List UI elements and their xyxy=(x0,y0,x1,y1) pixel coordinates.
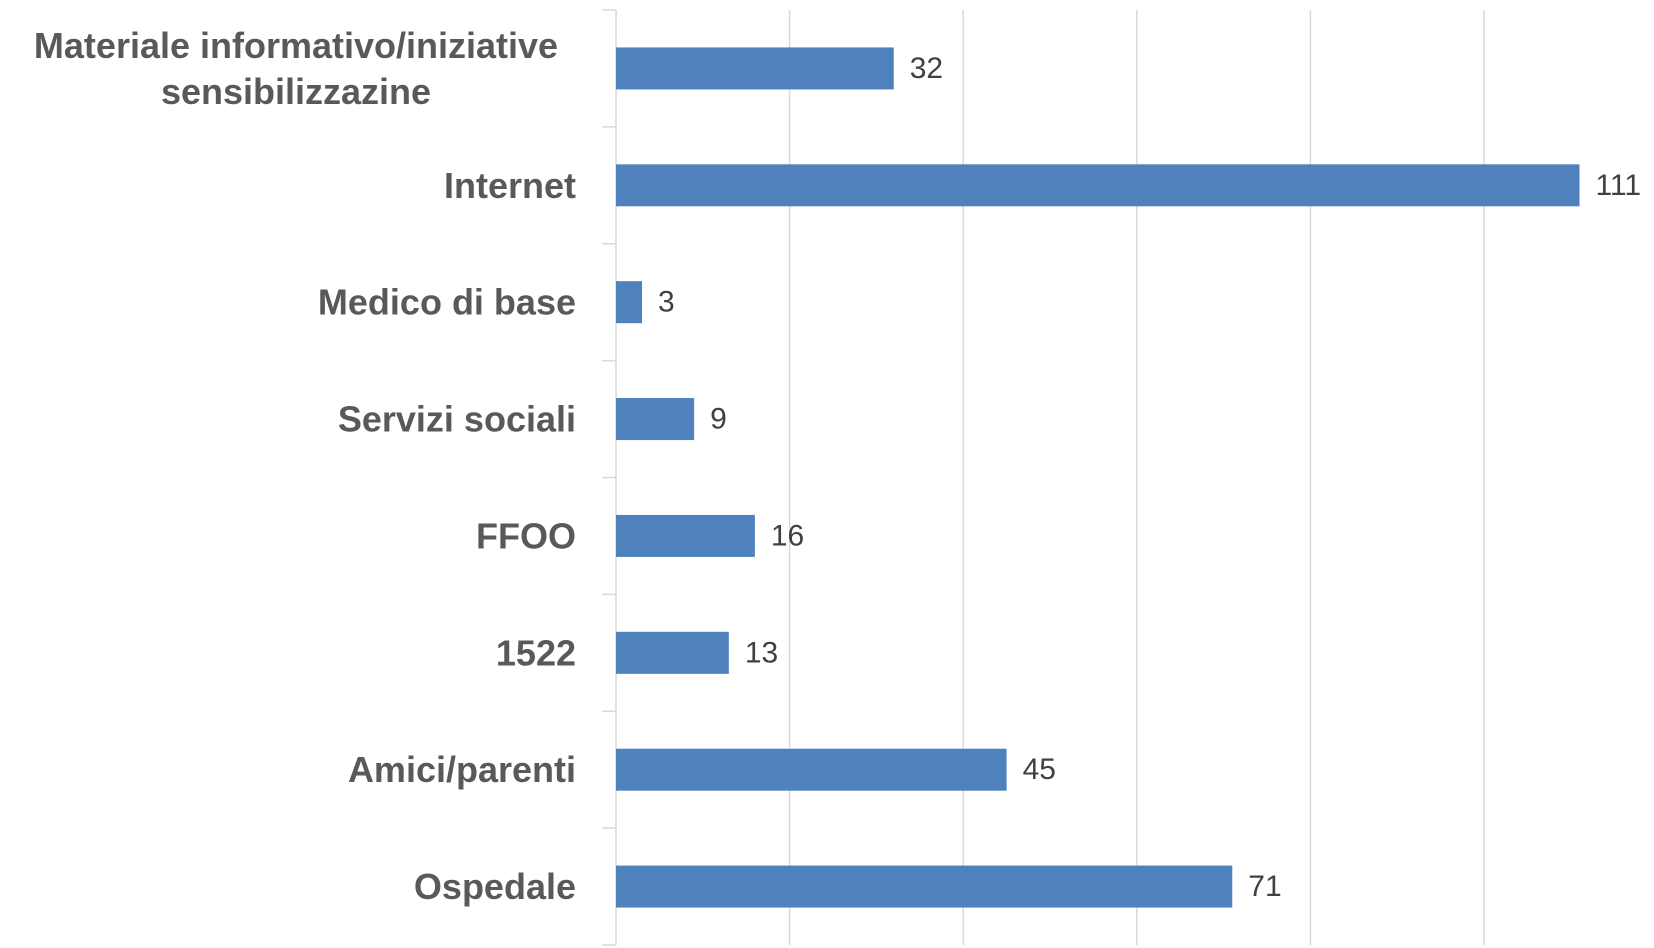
bar xyxy=(616,514,755,557)
category-label: Servizi sociali xyxy=(338,399,576,440)
data-label: 32 xyxy=(910,52,943,85)
data-labels: 32 111 3 9 16 13 45 71 xyxy=(658,52,1641,903)
category-labels: Materiale informativo/iniziative sensibil… xyxy=(34,25,576,907)
category-label: FFOO xyxy=(476,515,576,556)
category-label-line: Materiale informativo/iniziative xyxy=(34,25,558,66)
category-axis xyxy=(602,9,617,946)
data-label: 45 xyxy=(1023,753,1056,786)
category-label: Materiale informativo/iniziative sensibil… xyxy=(34,25,558,112)
bar xyxy=(616,281,643,324)
bar xyxy=(616,398,695,441)
category-label: Internet xyxy=(444,165,576,206)
category-label-line: sensibilizzazine xyxy=(161,71,431,112)
bars xyxy=(616,47,1580,908)
bar xyxy=(616,631,729,674)
bar xyxy=(616,748,1007,791)
data-label: 111 xyxy=(1595,169,1641,202)
data-label: 16 xyxy=(771,519,804,552)
category-label: Medico di base xyxy=(318,282,576,323)
data-label: 9 xyxy=(710,403,727,436)
bar xyxy=(616,47,894,90)
gridlines xyxy=(788,10,1485,945)
data-label: 13 xyxy=(745,636,778,669)
bar xyxy=(616,164,1580,207)
data-label: 71 xyxy=(1248,870,1281,903)
category-label: Ospedale xyxy=(414,866,576,907)
data-label: 3 xyxy=(658,286,675,319)
bar xyxy=(616,865,1233,908)
category-label: 1522 xyxy=(496,632,576,673)
category-label: Amici/parenti xyxy=(348,749,576,790)
